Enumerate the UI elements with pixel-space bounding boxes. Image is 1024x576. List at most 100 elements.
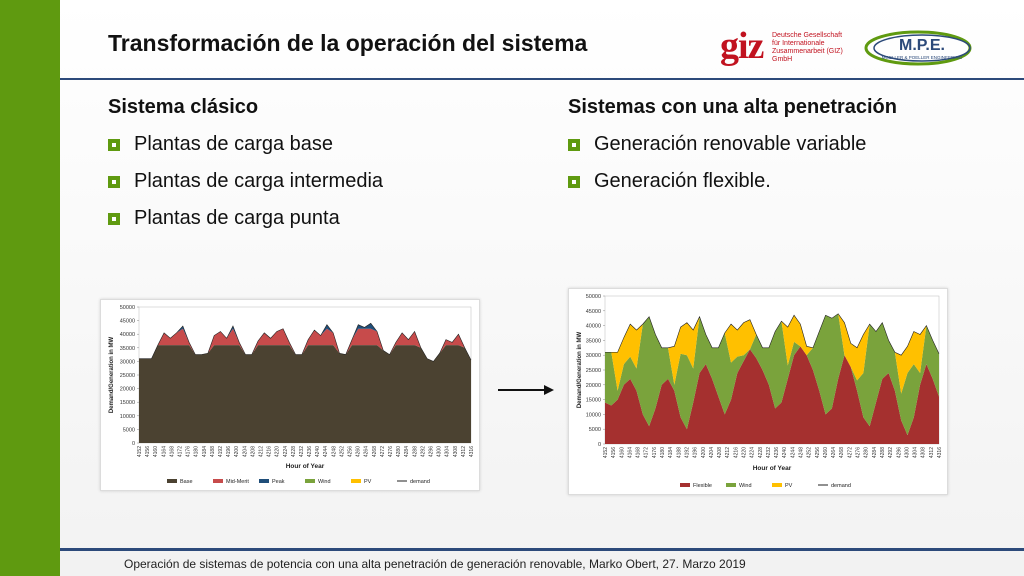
x-tick-label: 4216 [267,446,273,457]
list-item: Plantas de carga punta [108,207,383,230]
y-tick-label: 50000 [586,294,601,300]
x-tick-label: 4296 [429,446,435,457]
x-tick-label: 4160 [619,447,625,458]
x-tick-label: 4156 [145,446,151,457]
x-tick-label: 4184 [668,447,674,458]
x-tick-label: 4292 [420,446,426,457]
x-tick-label: 4260 [823,447,829,458]
x-tick-label: 4192 [218,446,224,457]
x-tick-label: 4208 [250,446,256,457]
right-column: Sistemas con una alta penetración Genera… [568,96,897,207]
base-area [139,345,471,443]
x-tick-label: 4280 [396,446,402,457]
x-tick-label: 4200 [701,447,707,458]
list-item: Plantas de carga base [108,133,383,156]
x-tick-label: 4252 [339,446,345,457]
left-bullet-list: Plantas de carga base Plantas de carga i… [108,133,383,230]
x-tick-label: 4248 [331,446,337,457]
x-tick-label: 4204 [709,447,715,458]
x-tick-label: 4176 [652,447,658,458]
y-tick-label: 40000 [586,324,601,330]
footer-rule [60,548,1024,551]
x-tick-label: 4180 [194,446,200,457]
slide-title: Transformación de la operación del siste… [108,30,588,56]
giz-logo-word: giz [720,25,764,67]
x-tick-label: 4224 [283,446,289,457]
right-bullet-list: Generación renovable variable Generación… [568,133,897,193]
x-tick-label: 4316 [469,446,475,457]
x-tick-label: 4312 [461,446,467,457]
x-tick-label: 4196 [226,446,232,457]
x-tick-label: 4316 [937,447,943,458]
x-tick-label: 4176 [186,446,192,457]
x-axis-label: Hour of Year [286,463,325,470]
y-tick-label: 45000 [586,309,601,315]
x-tick-label: 4244 [790,447,796,458]
x-tick-label: 4236 [774,447,780,458]
mpe-logo: M.P.E. MOELLER & POELLER ENGINEERING [862,28,982,68]
y-tick-label: 25000 [120,373,135,379]
y-tick-label: 20000 [586,383,601,389]
x-tick-label: 4172 [177,446,183,457]
classic-system-chart-svg: 0 5000 10000 15000 20000 25000 30000 35000 40000… [109,305,475,485]
x-axis-label: Hour of Year [753,465,792,472]
x-tick-label: 4228 [291,446,297,457]
y-tick-label: 10000 [586,412,601,418]
x-tick-label: 4220 [275,446,281,457]
legend-swatch [213,479,223,483]
x-tick-label: 4296 [896,447,902,458]
demand-line [605,313,940,356]
x-tick-label: 4300 [904,447,910,458]
list-item: Generación flexible. [568,170,897,193]
x-tick-label: 4168 [636,447,642,458]
x-tick-label: 4184 [202,446,208,457]
wind-area [605,313,939,436]
x-tick-label: 4204 [242,446,248,457]
y-tick-label: 15000 [120,400,135,406]
x-tick-label: 4220 [741,447,747,458]
legend-swatch [259,479,269,483]
x-tick-label: 4244 [323,446,329,457]
x-tick-label: 4236 [307,446,313,457]
x-tick-label: 4264 [364,446,370,457]
x-tick-label: 4232 [299,446,305,457]
x-tick-label: 4264 [831,447,837,458]
pv-area [605,313,939,394]
legend-swatch [167,479,177,483]
y-tick-label: 25000 [586,368,601,374]
x-tick-label: 4152 [137,446,143,457]
legend-label: PV [364,479,372,485]
y-tick-label: 5000 [123,427,135,433]
renewable-system-chart: 0 5000 10000 15000 20000 25000 30000 35000 40000… [568,288,948,495]
arrow-right-icon [498,385,554,395]
legend-label: Flexible [693,483,712,489]
renewable-system-chart-svg: 0 5000 10000 15000 20000 25000 30000 35000 40000… [577,294,943,489]
x-tick-label: 4248 [799,447,805,458]
x-tick-label: 4188 [210,446,216,457]
x-tick-label: 4312 [929,447,935,458]
square-bullet-icon [108,138,120,151]
x-tick-label: 4156 [611,447,617,458]
x-tick-label: 4276 [388,446,394,457]
x-tick-label: 4300 [437,446,443,457]
y-tick-label: 10000 [120,414,135,420]
legend-swatch [305,479,315,483]
y-tick-label: 15000 [586,398,601,404]
y-tick-label: 0 [598,442,601,448]
x-tick-label: 4288 [880,447,886,458]
legend-label: demand [831,483,851,489]
mpe-logo-subtitle: MOELLER & POELLER ENGINEERING [882,55,963,60]
y-tick-label: 40000 [120,332,135,338]
x-tick-label: 4240 [315,446,321,457]
y-tick-label: 20000 [120,387,135,393]
y-tick-label: 35000 [120,346,135,352]
x-tick-label: 4260 [356,446,362,457]
y-tick-label: 5000 [589,427,601,433]
x-tick-label: 4180 [660,447,666,458]
legend-swatch [772,483,782,487]
left-column: Sistema clásico Plantas de carga base Pl… [108,96,383,244]
y-tick-label: 50000 [120,305,135,311]
x-tick-label: 4268 [839,447,845,458]
legend-label: Peak [272,479,285,485]
x-tick-label: 4256 [815,447,821,458]
